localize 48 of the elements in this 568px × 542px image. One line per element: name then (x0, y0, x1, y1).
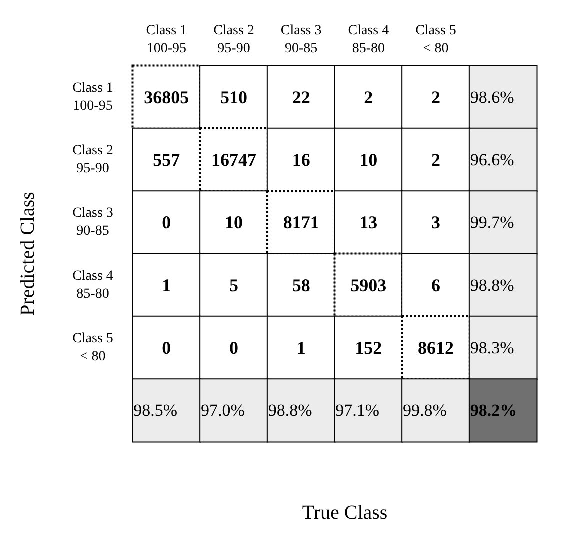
x-tick-label: Class 2 95-90 (214, 24, 254, 56)
data-label: 97.0% (201, 401, 245, 420)
data-label: 98.8% (470, 276, 514, 295)
y-tick-label: Class 4 85-80 (72, 268, 114, 302)
data-label: 5903 (350, 275, 387, 296)
data-label: 16747 (212, 150, 256, 170)
data-label: 99.7% (470, 213, 514, 232)
data-label: 0 (230, 338, 238, 358)
data-label: 99.8% (403, 401, 447, 420)
data-label: 98.8% (268, 401, 312, 420)
data-label: 58 (292, 275, 310, 296)
data-label: 1 (296, 338, 306, 358)
data-label: 510 (220, 87, 248, 108)
data-label: 557 (153, 150, 180, 170)
data-label: 98.5% (134, 401, 178, 420)
data-label: 10 (225, 212, 243, 233)
data-label: 2 (432, 87, 440, 108)
data-label: 0 (162, 212, 172, 233)
y-tick-label: Class 1 100-95 (72, 80, 114, 114)
data-label: 152 (355, 338, 382, 358)
data-label: 8171 (283, 212, 320, 233)
data-label: 98.6% (470, 88, 514, 107)
y-axis-title: Predicted Class (17, 192, 39, 316)
data-label: 97.1% (336, 401, 380, 420)
y-tick-label: Class 2 95-90 (72, 144, 114, 176)
data-label: 2 (364, 87, 374, 108)
data-label: 3 (432, 212, 440, 233)
x-axis-title: True Class (302, 502, 388, 524)
data-label: 6 (432, 275, 440, 296)
data-label: 22 (292, 87, 310, 108)
data-label: 1 (162, 275, 172, 296)
data-label: 5 (230, 275, 238, 296)
data-label: 0 (162, 338, 172, 358)
data-label: 10 (360, 150, 378, 170)
data-label: 96.6% (470, 150, 514, 170)
x-tick-label: Class 4 85-80 (348, 24, 390, 56)
data-label: 98.3% (470, 338, 514, 358)
x-tick-label: Class 1 100-95 (146, 24, 188, 56)
y-tick-label: Class 3 90-85 (72, 206, 114, 240)
data-label: 16 (292, 150, 310, 170)
data-label: 8612 (418, 338, 454, 358)
data-label: 98.2% (470, 401, 518, 420)
x-tick-label: Class 3 90-85 (280, 24, 322, 56)
data-label: 2 (432, 150, 440, 170)
x-tick-label: Class 5 < 80 (416, 24, 456, 56)
y-tick-label: Class 5 < 80 (72, 332, 114, 364)
data-label: 36805 (144, 87, 190, 108)
data-label: 13 (360, 212, 378, 233)
